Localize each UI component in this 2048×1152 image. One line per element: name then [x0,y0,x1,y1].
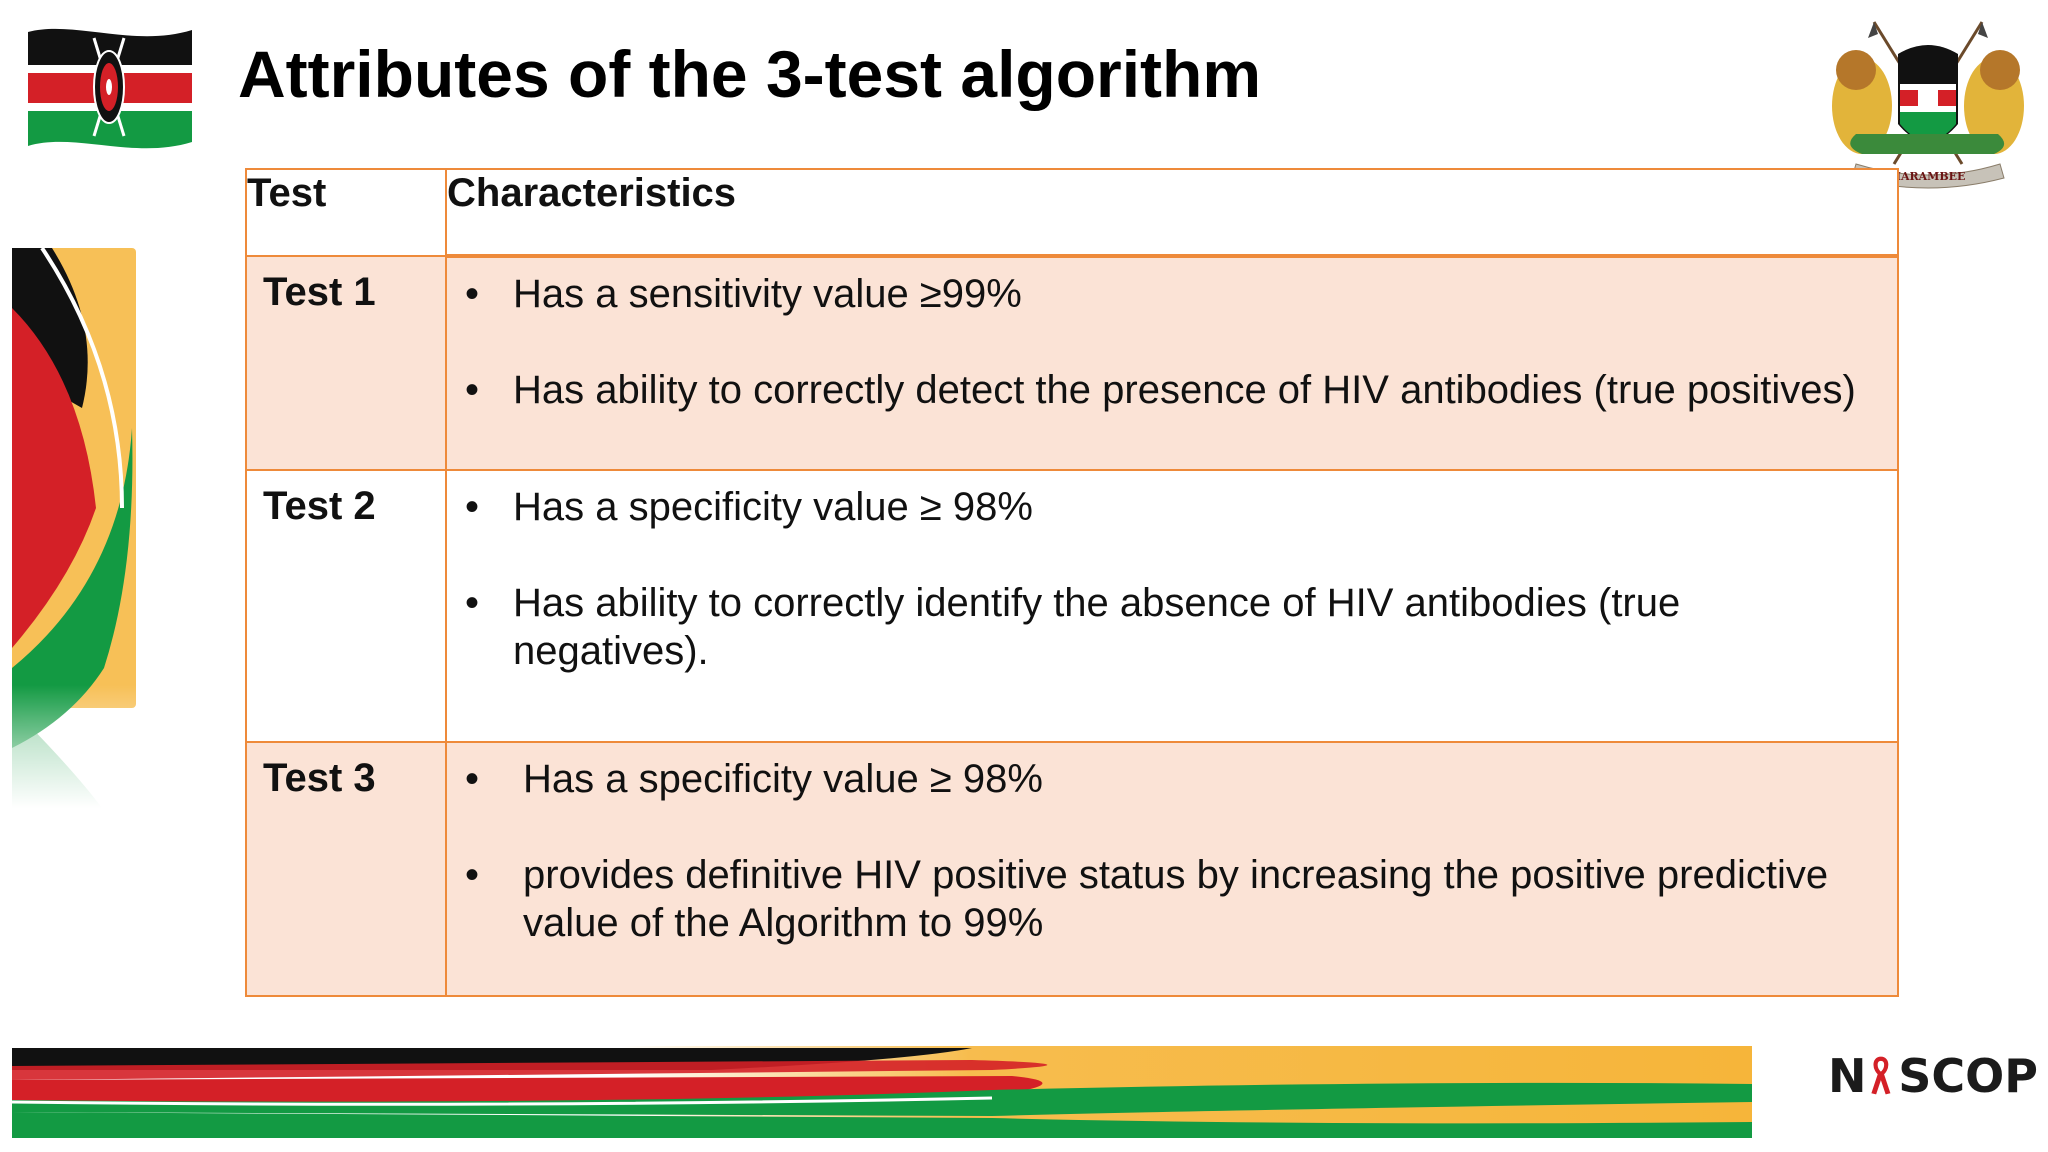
list-item: provides definitive HIV positive status … [465,851,1867,947]
bottom-flag-ribbon-decoration [12,1046,1752,1138]
list-item: Has a specificity value ≥ 98% [465,755,1867,803]
table-header-row: Test Characteristics [245,168,1899,258]
nascop-logo: N SCOP [1828,1036,2038,1116]
kenya-coat-of-arms-icon: HARAMBEE [1832,21,2024,189]
characteristics-cell: Has a specificity value ≥ 98% Has abilit… [445,469,1899,743]
slide-title: Attributes of the 3-test algorithm [238,37,1262,111]
table-row: Test 2 Has a specificity value ≥ 98% Has… [245,469,1899,743]
test-name-cell: Test 3 [245,741,447,997]
left-flag-ribbon-decoration [12,248,136,808]
test-name-cell: Test 2 [245,469,447,743]
attributes-table: Test Characteristics Test 1 Has a sensit… [245,168,1899,997]
characteristics-list: Has a specificity value ≥ 98% Has abilit… [447,471,1897,675]
kenya-flag-icon [28,28,192,149]
list-item: Has a specificity value ≥ 98% [465,483,1867,531]
nascop-logo-letter-n: N [1828,1049,1867,1103]
column-header-characteristics: Characteristics [445,168,1899,258]
characteristics-cell: Has a sensitivity value ≥99% Has ability… [445,255,1899,471]
table-row: Test 3 Has a specificity value ≥ 98% pro… [245,741,1899,997]
list-item: Has a sensitivity value ≥99% [465,270,1867,318]
nascop-logo-letters-scop: SCOP [1898,1049,2038,1103]
characteristics-list: Has a specificity value ≥ 98% provides d… [447,743,1897,947]
characteristics-cell: Has a specificity value ≥ 98% provides d… [445,741,1899,997]
test-name-cell: Test 1 [245,255,447,471]
list-item: Has ability to correctly identify the ab… [465,579,1867,675]
crest-motto: HARAMBEE [1891,170,1966,183]
list-item: Has ability to correctly detect the pres… [465,366,1867,414]
table-row: Test 1 Has a sensitivity value ≥99% Has … [245,255,1899,471]
red-ribbon-icon [1870,1056,1890,1095]
characteristics-list: Has a sensitivity value ≥99% Has ability… [447,258,1897,414]
column-header-test: Test [245,168,447,257]
